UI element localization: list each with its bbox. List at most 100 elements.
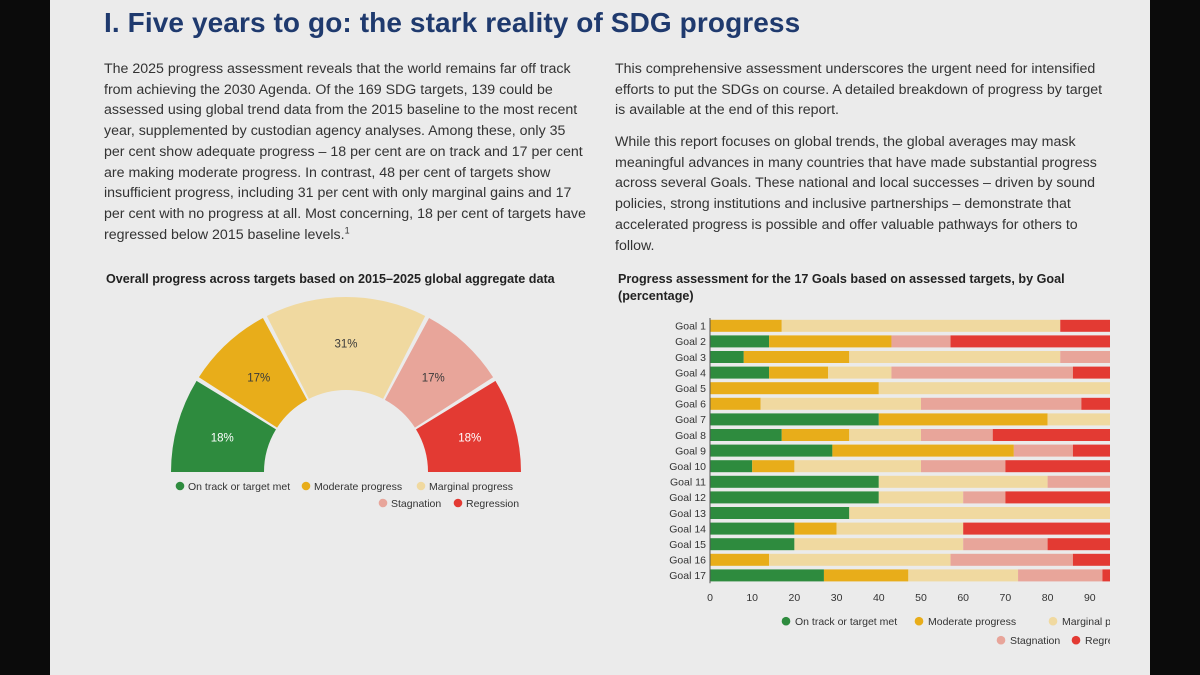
bar-segment-regression bbox=[1072, 553, 1110, 566]
bar-segment-marginal-progress bbox=[1047, 413, 1110, 426]
goal-axis-label: Goal 11 bbox=[670, 477, 706, 489]
legend-swatch bbox=[1048, 616, 1058, 626]
bar-segment-marginal-progress bbox=[878, 475, 1048, 488]
legend-label: Moderate progress bbox=[314, 481, 402, 493]
bar-segment-stagnation bbox=[891, 366, 1073, 379]
bar-segment-stagnation bbox=[1060, 351, 1110, 363]
bar-segment-marginal-progress bbox=[760, 397, 921, 410]
bar-segment-stagnation bbox=[921, 460, 1006, 473]
goal-axis-label: Goal 15 bbox=[669, 539, 706, 551]
bar-segment-marginal-progress bbox=[794, 538, 964, 551]
bar-segment-marginal-progress bbox=[849, 429, 921, 441]
bar-segment-moderate-progress bbox=[752, 460, 795, 473]
bar-segment-on-track-or-target-met bbox=[710, 366, 770, 379]
gauge-value-label: 18% bbox=[458, 432, 481, 444]
legend-label: Stagnation bbox=[391, 498, 441, 510]
bar-segment-on-track-or-target-met bbox=[710, 335, 770, 348]
bar-segment-moderate-progress bbox=[769, 366, 829, 379]
gauge-segment-stagnation bbox=[384, 317, 494, 428]
goal-axis-label: Goal 17 bbox=[669, 570, 706, 582]
intro-paragraph-text: The 2025 progress assessment reveals tha… bbox=[104, 61, 586, 243]
legend-label: On track or target met bbox=[795, 616, 897, 628]
x-tick-label: 30 bbox=[831, 592, 843, 604]
x-tick-label: 70 bbox=[1000, 592, 1012, 604]
assessment-paragraph: This comprehensive assessment underscore… bbox=[615, 61, 1103, 119]
bar-segment-regression bbox=[1060, 319, 1110, 332]
x-tick-label: 10 bbox=[746, 592, 758, 604]
bar-segment-regression bbox=[992, 429, 1110, 441]
bar-legend-item-moderate-progress: Moderate progress bbox=[914, 616, 1016, 628]
bar-segment-stagnation bbox=[963, 491, 1006, 504]
goal-axis-label: Goal 6 bbox=[675, 399, 706, 411]
legend-label: Stagnation bbox=[1010, 635, 1060, 647]
legend-swatch bbox=[378, 498, 388, 508]
goal-axis-label: Goal 9 bbox=[675, 445, 706, 457]
goals-chart-title: Progress assessment for the 17 Goals bas… bbox=[618, 272, 1065, 303]
national-progress-paragraph: While this report focuses on global tren… bbox=[615, 134, 1097, 254]
bar-segment-stagnation bbox=[1013, 444, 1073, 457]
bar-segment-stagnation bbox=[963, 538, 1048, 551]
bar-segment-moderate-progress bbox=[710, 382, 879, 395]
gauge-legend-item-moderate-progress: Moderate progress bbox=[301, 481, 402, 493]
bar-segment-stagnation bbox=[950, 553, 1073, 566]
gauge-segment-regression bbox=[416, 380, 521, 472]
legend-label: Marginal progress bbox=[1062, 616, 1110, 628]
bar-segment-on-track-or-target-met bbox=[710, 507, 850, 519]
bar-segment-regression bbox=[1005, 460, 1110, 473]
bar-segment-on-track-or-target-met bbox=[710, 444, 833, 457]
footnote-marker[interactable]: 1 bbox=[344, 224, 350, 235]
bar-segment-stagnation bbox=[1018, 569, 1103, 582]
bar-segment-marginal-progress bbox=[781, 319, 1061, 332]
goal-axis-label: Goal 1 bbox=[675, 321, 706, 333]
bar-segment-regression bbox=[963, 522, 1110, 535]
bar-segment-regression bbox=[1072, 366, 1110, 379]
legend-label: Regression bbox=[466, 498, 519, 510]
bar-segment-marginal-progress bbox=[849, 507, 1110, 519]
gauge-segment-moderate-progress bbox=[198, 317, 308, 428]
bar-segment-moderate-progress bbox=[878, 413, 1048, 426]
goal-axis-label: Goal 8 bbox=[675, 430, 706, 442]
gauge-value-label: 17% bbox=[247, 373, 270, 385]
gauge-value-label: 17% bbox=[422, 373, 445, 385]
bar-segment-marginal-progress bbox=[878, 491, 964, 504]
bar-segment-stagnation bbox=[1047, 475, 1110, 488]
goals-stacked-bar-chart: Goal 1 Goal 2 Goal 3 Goal 4 Goal 5 Goal 6 Goal… bbox=[669, 318, 1110, 647]
gauge-segment-on-track-or-target-met bbox=[171, 380, 276, 472]
x-tick-label: 20 bbox=[789, 592, 801, 604]
goal-axis-label: Goal 16 bbox=[669, 555, 706, 567]
bar-segment-on-track-or-target-met bbox=[710, 538, 795, 551]
goal-axis-label: Goal 13 bbox=[669, 508, 706, 520]
bar-segment-regression bbox=[1005, 491, 1110, 504]
bar-segment-marginal-progress bbox=[849, 351, 1061, 363]
x-tick-label: 40 bbox=[873, 592, 885, 604]
legend-swatch bbox=[996, 635, 1006, 645]
goal-axis-label: Goal 12 bbox=[669, 492, 706, 504]
gauge-value-label: 31% bbox=[334, 339, 357, 351]
page-title: I. Five years to go: the stark reality o… bbox=[104, 7, 801, 38]
legend-label: Regression bbox=[1085, 635, 1110, 647]
goal-axis-label: Goal 2 bbox=[675, 336, 706, 348]
gauge-legend-item-marginal-progress: Marginal progress bbox=[416, 481, 513, 493]
x-tick-label: 80 bbox=[1042, 592, 1054, 604]
legend-swatch bbox=[175, 481, 185, 491]
bar-segment-on-track-or-target-met bbox=[710, 522, 795, 535]
x-tick-label: 50 bbox=[915, 592, 927, 604]
report-page: I. Five years to go: the stark reality o… bbox=[50, 0, 1150, 675]
gauge-value-label: 18% bbox=[211, 432, 234, 444]
bar-legend-item-stagnation: Stagnation bbox=[996, 635, 1060, 647]
bar-segment-on-track-or-target-met bbox=[710, 569, 824, 582]
gauge-segment-marginal-progress bbox=[266, 297, 426, 399]
x-tick-label: 90 bbox=[1084, 592, 1096, 604]
legend-label: Marginal progress bbox=[429, 481, 513, 493]
bar-segment-stagnation bbox=[921, 429, 993, 441]
bar-segment-regression bbox=[1081, 397, 1110, 410]
bar-legend-item-regression: Regression bbox=[1071, 635, 1110, 647]
gauge-legend-item-stagnation: Stagnation bbox=[378, 498, 441, 510]
bar-segment-moderate-progress bbox=[794, 522, 837, 535]
bar-segment-moderate-progress bbox=[781, 429, 850, 441]
intro-paragraph: The 2025 progress assessment reveals tha… bbox=[104, 59, 589, 245]
bar-segment-on-track-or-target-met bbox=[710, 475, 879, 488]
bar-segment-regression bbox=[1072, 444, 1110, 457]
goal-axis-label: Goal 14 bbox=[669, 523, 706, 535]
bar-segment-on-track-or-target-met bbox=[710, 491, 879, 504]
